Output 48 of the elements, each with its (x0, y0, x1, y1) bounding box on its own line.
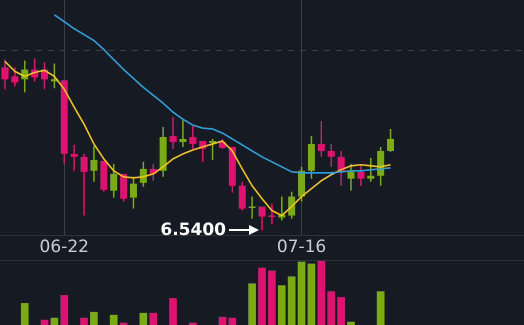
bar (327, 291, 336, 325)
bar (218, 316, 226, 325)
candlestick (357, 164, 364, 186)
candlestick (258, 206, 266, 232)
bar (80, 318, 88, 325)
bar (298, 262, 306, 325)
bar (347, 322, 355, 325)
candlestick (1, 58, 8, 90)
bar (288, 276, 296, 325)
candlestick (11, 66, 18, 88)
bar (317, 261, 326, 325)
x-tick-label: 07-16 (276, 237, 326, 258)
candlestick (238, 181, 246, 212)
bar (337, 297, 345, 325)
bar (90, 312, 98, 325)
candlestick (248, 196, 256, 220)
candlestick (110, 163, 118, 198)
bar (40, 320, 48, 325)
candlestick (179, 118, 186, 148)
bar (258, 268, 266, 325)
candlestick (347, 163, 354, 192)
bar (110, 314, 118, 325)
candlestick (328, 143, 335, 168)
candlestick (70, 144, 78, 172)
candlestick (268, 202, 276, 226)
bar (268, 270, 276, 325)
bar (60, 295, 68, 325)
candlestick (189, 125, 196, 150)
bar (278, 285, 286, 325)
bar (20, 303, 29, 325)
bar (308, 264, 316, 325)
candlestick (170, 116, 177, 150)
annotation: 6.5400 (160, 220, 226, 240)
bar (228, 318, 236, 325)
candlestick (80, 153, 88, 216)
bar (376, 291, 384, 325)
candlestick (90, 145, 98, 183)
candlestick (130, 176, 137, 210)
candlestick (209, 138, 216, 161)
candlestick (338, 150, 345, 186)
bar (50, 318, 58, 325)
bar (248, 283, 256, 325)
x-tick-label: 06-22 (40, 237, 89, 258)
candlestick (387, 128, 394, 153)
bar (149, 312, 158, 325)
bar (140, 312, 148, 325)
bar (169, 298, 177, 325)
candlestick (318, 120, 325, 158)
